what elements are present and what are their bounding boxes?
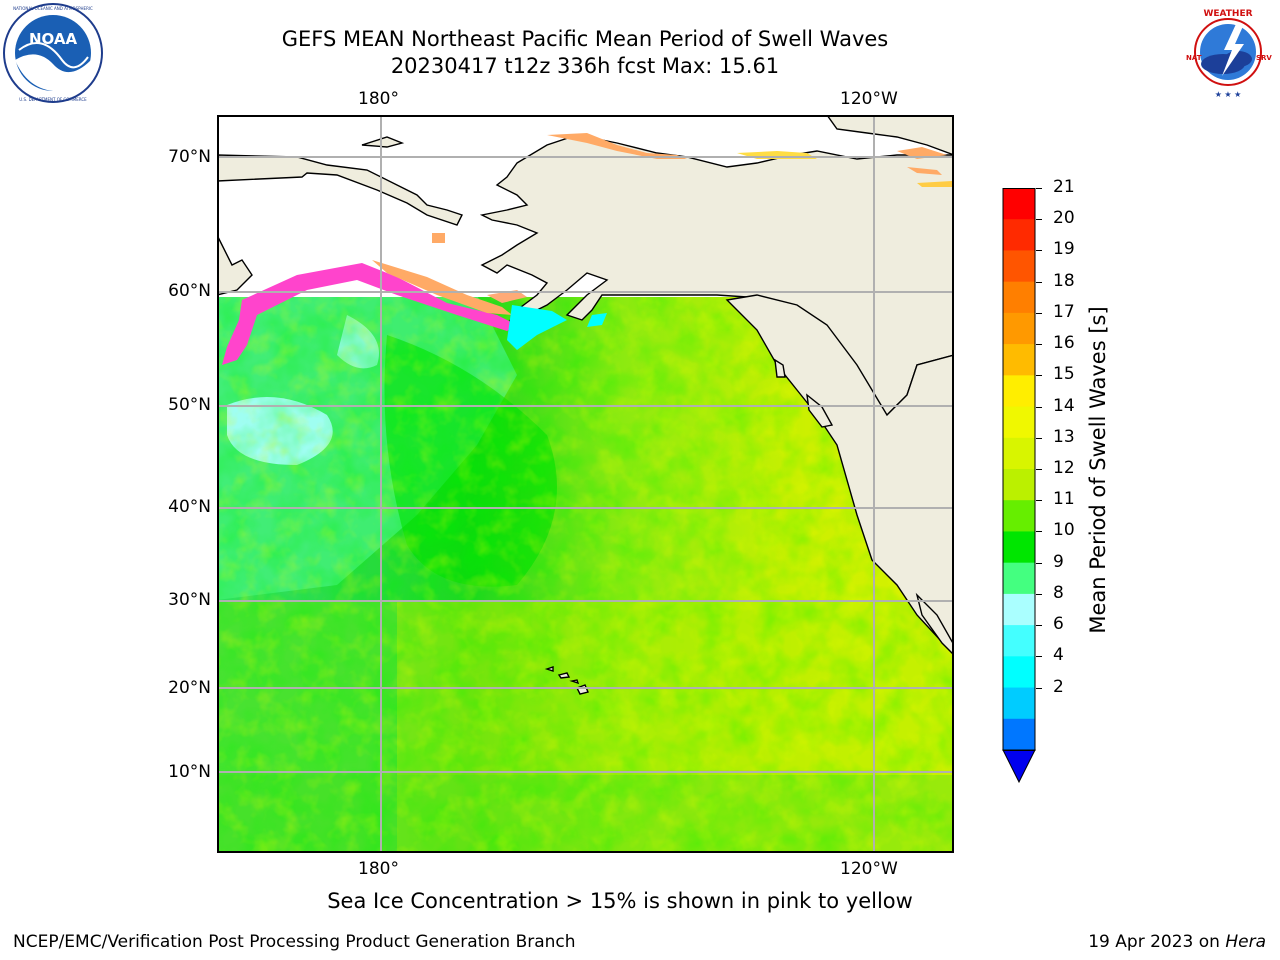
colorbar-tick-label: 21 [1053,177,1075,197]
colorbar-tick-mark [1036,687,1042,689]
chart-subtitle: 20230417 t12z 336h fcst Max: 15.61 [390,54,780,78]
colorbar-band [1003,718,1035,751]
colorbar-tick-mark [1036,312,1042,314]
colorbar-band [1003,500,1035,532]
lat-label-30n: 30°N [168,590,211,610]
colorbar-band [1003,531,1035,564]
colorbar-tick-mark [1036,531,1042,533]
svg-text:NOAA: NOAA [29,30,78,48]
svg-text:NATIONAL OCEANIC AND ATMOSPHER: NATIONAL OCEANIC AND ATMOSPHERIC [13,6,93,11]
chart-title: GEFS MEAN Northeast Pacific Mean Period … [281,27,889,51]
footer-date: 19 Apr 2023 on Hera [1088,932,1266,952]
colorbar-band [1003,406,1035,439]
colorbar-band [1003,188,1035,220]
colorbar-tick-mark [1036,469,1042,470]
colorbar-tick-label: 17 [1053,301,1075,322]
colorbar-title: Mean Period of Swell Waves [s] [1086,306,1110,634]
footer-branch: NCEP/EMC/Verification Post Processing Pr… [13,932,576,952]
colorbar-band [1003,469,1035,501]
colorbar-band [1003,250,1035,283]
colorbar-tick-label: 8 [1053,582,1064,603]
colorbar-tick-mark [1036,219,1042,221]
colorbar-tick-label: 15 [1053,364,1075,385]
colorbar-band [1003,375,1035,408]
lon-label-bottom-120w: 120°W [840,859,898,879]
colorbar-tick-label: 19 [1053,239,1075,260]
colorbar-tick-mark [1036,437,1042,439]
map-panel [216,114,955,853]
colorbar-band [1003,625,1035,657]
colorbar-tick-label: 2 [1053,676,1064,697]
svg-text:WEATHER: WEATHER [1203,9,1252,19]
colorbar-extend-triangle [1002,749,1036,784]
nws-logo-icon: WEATHER NAT SRV ★ ★ ★ [1178,2,1278,102]
colorbar-band [1003,281,1035,314]
lat-label-60n: 60°N [168,281,211,301]
colorbar-band [1003,344,1035,376]
svg-text:★ ★ ★: ★ ★ ★ [1215,90,1242,99]
footer-machine: Hera [1225,932,1266,952]
colorbar-tick-mark [1036,562,1042,564]
colorbar-tick-label: 12 [1053,458,1075,478]
lat-label-40n: 40°N [168,497,211,517]
colorbar [1002,188,1036,784]
lon-label-top-180: 180° [358,89,399,109]
colorbar-band [1003,312,1035,345]
lat-label-50n: 50°N [168,395,211,415]
colorbar-tick-mark [1036,250,1042,252]
sea-ice-note-text: Sea Ice Concentration > 15% is shown in … [327,889,913,913]
graticule [217,115,954,853]
colorbar-tick-mark [1036,656,1042,658]
footer-date-text: 19 Apr 2023 on [1088,932,1226,952]
colorbar-band [1003,562,1035,595]
colorbar-band [1003,219,1035,251]
svg-text:NAT: NAT [1186,54,1202,62]
colorbar-tick-label: 6 [1053,614,1064,635]
colorbar-tick-mark [1036,344,1042,346]
colorbar-tick-mark [1036,406,1042,408]
lon-label-bottom-180: 180° [358,859,399,879]
colorbar-tick-label: 14 [1053,395,1075,416]
colorbar-tick-label: 13 [1053,426,1075,447]
colorbar-tick-mark [1036,375,1042,377]
svg-text:U.S. DEPARTMENT OF COMMERCE: U.S. DEPARTMENT OF COMMERCE [19,97,87,102]
svg-text:SRV: SRV [1256,54,1272,62]
lat-label-70n: 70°N [168,147,211,167]
colorbar-tick-label: 20 [1053,208,1075,229]
colorbar-tick-mark [1036,281,1042,283]
sea-ice-note: Sea Ice Concentration > 15% is shown in … [0,889,1280,913]
colorbar-tick-label: 4 [1053,645,1064,666]
colorbar-tick-label: 10 [1053,520,1075,541]
colorbar-tick-label: 16 [1053,333,1075,354]
colorbar-band [1003,593,1035,626]
lon-label-top-120w: 120°W [840,89,898,109]
colorbar-border [1002,188,1036,751]
colorbar-tick-mark [1036,500,1042,502]
colorbar-band [1003,656,1035,689]
colorbar-band [1003,687,1035,720]
colorbar-tick-label: 18 [1053,270,1075,291]
colorbar-band [1003,437,1035,470]
colorbar-tick-mark [1036,593,1042,595]
noaa-logo-icon: NOAA NATIONAL OCEANIC AND ATMOSPHERIC U.… [2,2,104,104]
lat-label-20n: 20°N [168,678,211,698]
colorbar-tick-mark [1036,188,1042,189]
colorbar-tick-mark [1036,625,1042,627]
colorbar-tick-label: 11 [1053,489,1075,510]
lat-label-10n: 10°N [168,762,211,782]
colorbar-tick-label: 9 [1053,551,1064,572]
